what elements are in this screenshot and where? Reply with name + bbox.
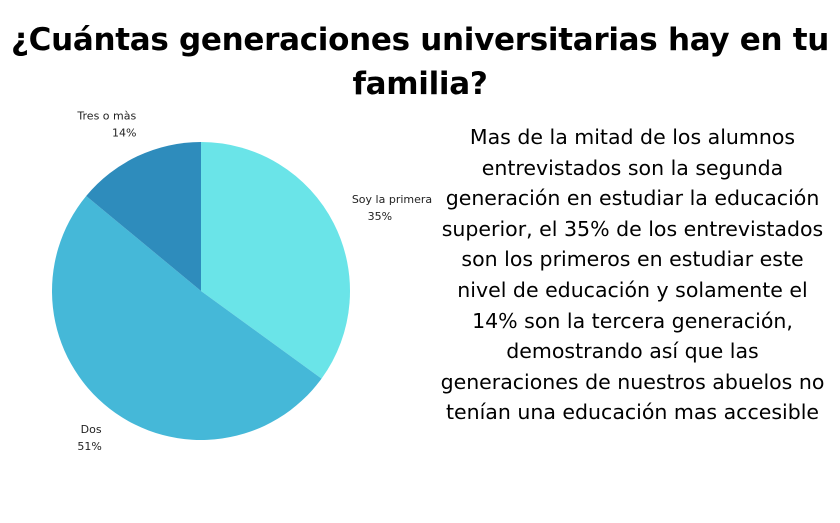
pie-chart: Soy la primera 35% Dos 51% Tres o màs 14% <box>52 110 432 454</box>
slice-label-1: Dos <box>81 423 102 436</box>
slice-label-2: Tres o màs <box>76 110 136 123</box>
slice-label-0: Soy la primera <box>352 193 432 206</box>
pie-slice-0 <box>201 142 351 379</box>
pie-labels: Soy la primera 35% Dos 51% Tres o màs 14% <box>76 110 432 454</box>
pie-slice-2 <box>86 142 201 291</box>
pie-slice-1 <box>52 196 322 440</box>
slice-value-label-2: 14% <box>112 127 136 140</box>
description-text: Mas de la mitad de los alumnos entrevist… <box>440 125 825 425</box>
chart-title: ¿Cuántas generaciones universitarias hay… <box>10 22 830 102</box>
slice-value-label-0: 35% <box>368 210 392 223</box>
slice-value-label-1: 51% <box>77 440 101 453</box>
pie-slices <box>52 142 351 440</box>
